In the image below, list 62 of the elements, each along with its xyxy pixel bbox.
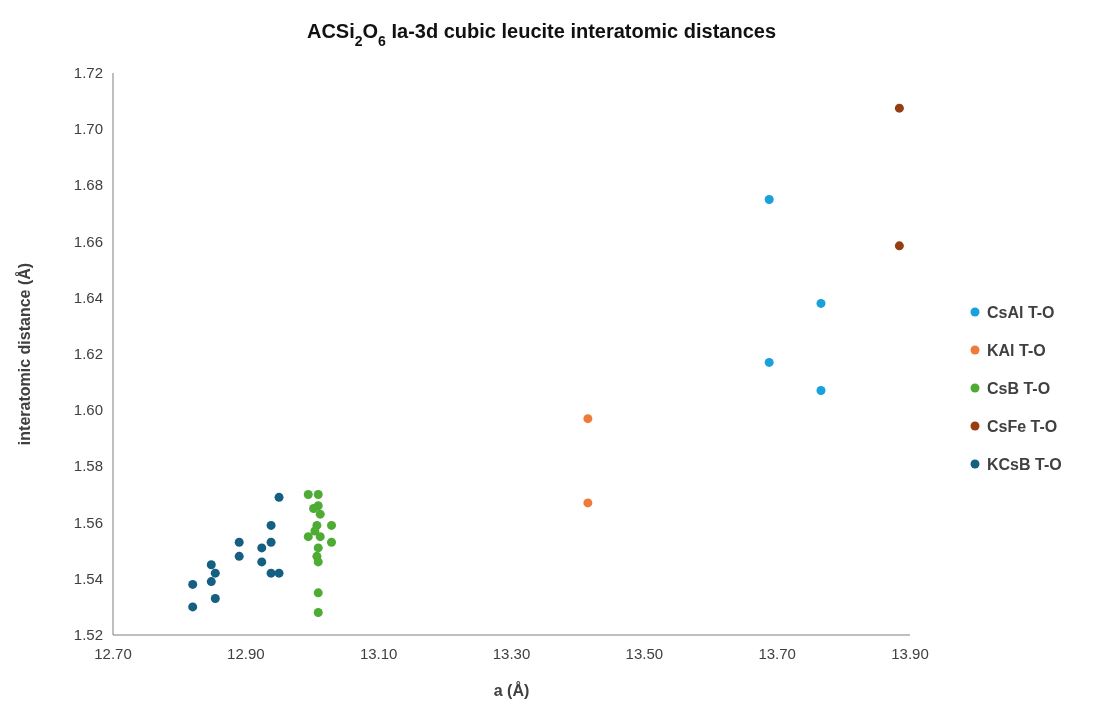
point [257,557,267,567]
point [188,602,198,612]
legend-label: CsB T-O [987,380,1051,397]
point [894,103,904,113]
legend-label: KCsB T-O [987,456,1062,473]
point [583,498,593,508]
point [274,492,284,502]
point [274,568,284,578]
point [210,568,220,578]
point [313,588,323,598]
point [313,557,323,567]
point [266,568,276,578]
point [894,241,904,251]
point [313,490,323,499]
point [313,608,323,618]
x-tick-label: 12.90 [227,645,265,662]
point [266,520,276,530]
x-tick-label: 13.90 [891,645,929,662]
point [210,593,220,603]
legend-label: CsAl T-O [987,304,1055,321]
y-tick-label: 1.62 [73,345,103,362]
point [303,490,313,499]
point [764,194,774,204]
y-tick-label: 1.56 [73,513,103,531]
point [816,386,826,396]
point [309,504,319,514]
x-tick-label: 13.70 [758,645,796,662]
y-tick-label: 1.52 [73,626,103,643]
point [303,532,313,542]
x-tick-label: 13.30 [492,645,531,662]
point [234,551,244,561]
y-tick-label: 1.72 [73,64,103,81]
point [257,543,267,553]
chart-title: ACSi$_{2}$O$_{6}$ Ia-3d cubic leucite interatomic distances [306,20,777,49]
x-tick-label: 12.70 [94,645,132,662]
y-tick-label: 1.58 [73,457,103,475]
point [327,520,337,530]
y-tick-label: 1.66 [73,232,103,250]
y-tick-label: 1.64 [73,288,103,306]
point [310,526,320,536]
legend-label: KAl T-O [987,342,1046,359]
point [234,537,244,547]
x-tick-label: 13.50 [625,645,664,662]
point [315,509,325,519]
point [327,537,337,547]
y-tick-label: 1.60 [73,401,103,419]
point [583,414,593,424]
point [188,579,198,589]
point [816,298,826,308]
point [206,560,216,570]
legend-label: CsFe T-O [987,418,1058,435]
y-tick-label: 1.54 [73,569,103,587]
point [266,537,276,547]
point [315,532,325,542]
point [313,543,323,553]
y-axis-title: interatomic distance (Å) [15,262,33,446]
point [206,577,216,587]
x-tick-label: 13.10 [359,645,398,662]
point [764,357,774,367]
y-tick-label: 1.68 [73,176,103,194]
x-axis-title: a (Å) [493,681,530,699]
y-tick-label: 1.70 [73,120,103,138]
